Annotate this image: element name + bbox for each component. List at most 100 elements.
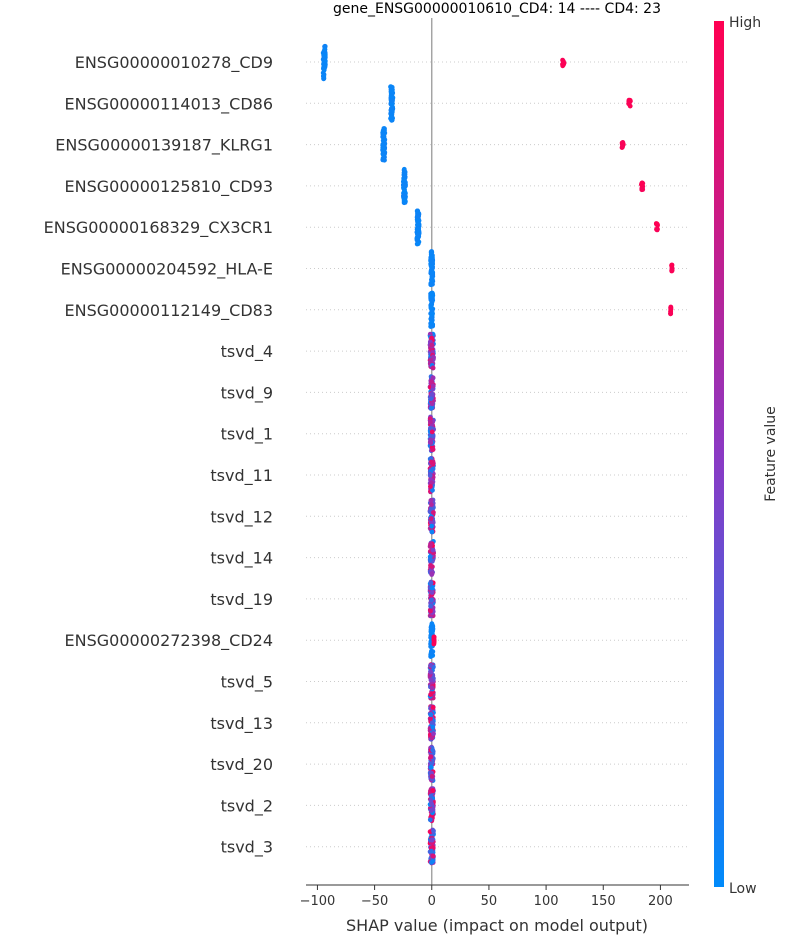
- feature-point: [429, 761, 435, 766]
- low-value-point: [416, 232, 421, 238]
- low-value-point: [430, 270, 436, 276]
- low-value-point: [428, 250, 434, 256]
- colorbar: High Low Feature value: [714, 15, 779, 897]
- grid-lines: [306, 61, 689, 848]
- low-value-point: [380, 138, 386, 144]
- low-value-point: [322, 58, 328, 64]
- feature-point: [429, 502, 434, 507]
- feature-point: [431, 853, 436, 859]
- low-value-point: [429, 259, 435, 265]
- feature-point: [428, 484, 433, 489]
- feature-labels: ENSG00000010278_CD9 ENSG00000114013_CD86 E…: [44, 53, 273, 858]
- high-value-point: [620, 143, 625, 149]
- feature-label: ENSG00000112149_CD83: [65, 301, 273, 321]
- feature-label: ENSG00000139187_KLRG1: [55, 136, 273, 156]
- low-value-point: [390, 98, 395, 104]
- feature-point: [430, 747, 435, 753]
- low-value-point: [428, 263, 434, 268]
- feature-point: [429, 342, 435, 348]
- low-value-point: [321, 73, 326, 79]
- feature-point: [428, 516, 434, 521]
- feature-point: [429, 597, 434, 603]
- low-value-point: [414, 236, 420, 242]
- data-points: [320, 43, 675, 866]
- x-axis-label: SHAP value (impact on model output): [346, 916, 648, 935]
- feature-point: [428, 563, 433, 568]
- high-value-point: [431, 635, 437, 641]
- low-value-point: [416, 226, 422, 232]
- feature-point: [429, 459, 434, 465]
- low-value-point: [430, 625, 435, 631]
- x-axis: −100 −50 0 50 100 150 200: [300, 884, 689, 909]
- low-value-point: [428, 282, 434, 288]
- high-value-point: [669, 267, 675, 273]
- low-value-point: [401, 177, 407, 183]
- low-value-point: [322, 52, 328, 58]
- low-value-point: [389, 88, 394, 94]
- feature-point: [428, 808, 434, 813]
- feature-point: [428, 764, 434, 770]
- feature-point: [427, 473, 433, 478]
- low-value-point: [402, 169, 408, 175]
- feature-point: [431, 731, 436, 737]
- colorbar-high-label: High: [729, 15, 761, 31]
- feature-label: tsvd_1: [221, 425, 273, 445]
- colorbar-low-label: Low: [729, 881, 757, 897]
- feature-point: [430, 720, 435, 725]
- feature-point: [428, 677, 434, 683]
- feature-label: tsvd_2: [221, 796, 273, 816]
- feature-point: [430, 547, 436, 553]
- feature-point: [430, 466, 436, 472]
- feature-point: [428, 662, 434, 668]
- feature-point: [428, 692, 433, 697]
- high-value-point: [669, 262, 674, 268]
- x-tick-label: 100: [534, 894, 559, 909]
- x-tick-label: −100: [300, 894, 336, 909]
- low-value-point: [430, 311, 435, 317]
- feature-point: [429, 429, 435, 435]
- colorbar-gradient: [714, 21, 724, 887]
- feature-point: [428, 716, 433, 721]
- low-value-point: [415, 208, 421, 214]
- feature-point: [428, 419, 433, 425]
- feature-point: [428, 580, 434, 586]
- low-value-point: [388, 115, 394, 120]
- feature-label: ENSG00000114013_CD86: [65, 94, 273, 114]
- low-value-point: [428, 316, 434, 321]
- feature-label: ENSG00000010278_CD9: [75, 53, 273, 73]
- feature-point: [427, 556, 433, 562]
- feature-point: [428, 793, 434, 799]
- feature-point: [429, 523, 435, 529]
- chart-title: gene_ENSG00000010610_CD4: 14 ---- CD4: 2…: [333, 1, 661, 17]
- feature-point: [429, 837, 435, 843]
- feature-point: [429, 379, 434, 385]
- low-value-point: [381, 132, 387, 138]
- low-value-point: [402, 198, 407, 203]
- feature-point: [431, 828, 436, 834]
- low-value-point: [389, 109, 395, 114]
- high-value-point: [640, 186, 645, 191]
- low-value-point: [428, 305, 434, 311]
- low-value-point: [430, 291, 435, 297]
- feature-point: [428, 498, 434, 503]
- feature-point: [429, 392, 435, 397]
- feature-point: [428, 669, 434, 675]
- feature-label: ENSG00000204592_HLA-E: [61, 260, 273, 280]
- x-tick-label: 0: [428, 894, 436, 909]
- feature-label: tsvd_4: [221, 342, 273, 362]
- feature-label: tsvd_19: [210, 590, 273, 610]
- x-tick-label: 50: [481, 894, 498, 909]
- x-ticks: −100 −50 0 50 100 150 200: [300, 885, 673, 909]
- low-value-point: [402, 188, 407, 194]
- feature-point: [427, 439, 433, 445]
- feature-point: [429, 480, 434, 486]
- feature-label: tsvd_14: [210, 549, 273, 569]
- feature-point: [428, 603, 433, 609]
- feature-point: [428, 396, 434, 402]
- high-value-point: [560, 63, 566, 69]
- x-tick-label: −50: [361, 894, 388, 909]
- feature-point: [430, 365, 436, 371]
- x-tick-label: 200: [648, 894, 673, 909]
- feature-point: [431, 510, 436, 515]
- x-tick-label: 150: [591, 894, 616, 909]
